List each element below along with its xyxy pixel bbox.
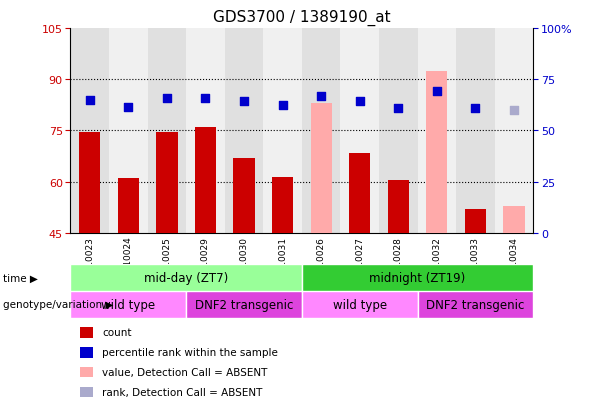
- Bar: [186, 291, 302, 318]
- Text: count: count: [102, 328, 132, 337]
- Point: [509, 107, 519, 114]
- Bar: [503, 206, 525, 233]
- Bar: [234, 158, 254, 233]
- Bar: [302, 291, 417, 318]
- Bar: [426, 71, 447, 233]
- Text: wild type: wild type: [101, 298, 156, 311]
- Bar: [186, 29, 225, 233]
- Bar: [148, 29, 186, 233]
- Text: mid-day (ZT7): mid-day (ZT7): [144, 271, 228, 284]
- Bar: [264, 29, 302, 233]
- Bar: [79, 133, 101, 233]
- Point: [316, 94, 326, 100]
- Bar: [495, 29, 533, 233]
- Bar: [70, 29, 109, 233]
- Bar: [311, 104, 332, 233]
- Text: midnight (ZT19): midnight (ZT19): [370, 271, 466, 284]
- Point: [200, 95, 210, 102]
- Text: time ▶: time ▶: [3, 273, 38, 283]
- Text: percentile rank within the sample: percentile rank within the sample: [102, 347, 278, 357]
- Point: [278, 102, 287, 109]
- Bar: [417, 29, 456, 233]
- Point: [471, 106, 481, 112]
- Bar: [340, 29, 379, 233]
- Text: value, Detection Call = ABSENT: value, Detection Call = ABSENT: [102, 367, 268, 377]
- Text: DNF2 transgenic: DNF2 transgenic: [195, 298, 293, 311]
- Bar: [387, 180, 409, 233]
- Bar: [456, 29, 495, 233]
- Bar: [417, 291, 533, 318]
- Bar: [465, 209, 486, 233]
- Text: wild type: wild type: [333, 298, 387, 311]
- Point: [123, 104, 133, 111]
- Point: [432, 89, 442, 95]
- Title: GDS3700 / 1389190_at: GDS3700 / 1389190_at: [213, 10, 390, 26]
- Text: DNF2 transgenic: DNF2 transgenic: [426, 298, 525, 311]
- Bar: [70, 291, 186, 318]
- Bar: [109, 29, 148, 233]
- Point: [394, 106, 403, 112]
- Bar: [225, 29, 264, 233]
- Bar: [379, 29, 417, 233]
- Point: [85, 97, 94, 104]
- Bar: [302, 29, 340, 233]
- Bar: [118, 179, 139, 233]
- Text: genotype/variation ▶: genotype/variation ▶: [3, 299, 113, 310]
- Text: rank, Detection Call = ABSENT: rank, Detection Call = ABSENT: [102, 387, 263, 397]
- Bar: [272, 177, 293, 233]
- Point: [355, 99, 365, 105]
- Bar: [156, 133, 178, 233]
- Bar: [70, 264, 302, 291]
- Point: [162, 95, 172, 102]
- Bar: [349, 153, 370, 233]
- Bar: [302, 264, 533, 291]
- Bar: [195, 128, 216, 233]
- Point: [239, 99, 249, 105]
